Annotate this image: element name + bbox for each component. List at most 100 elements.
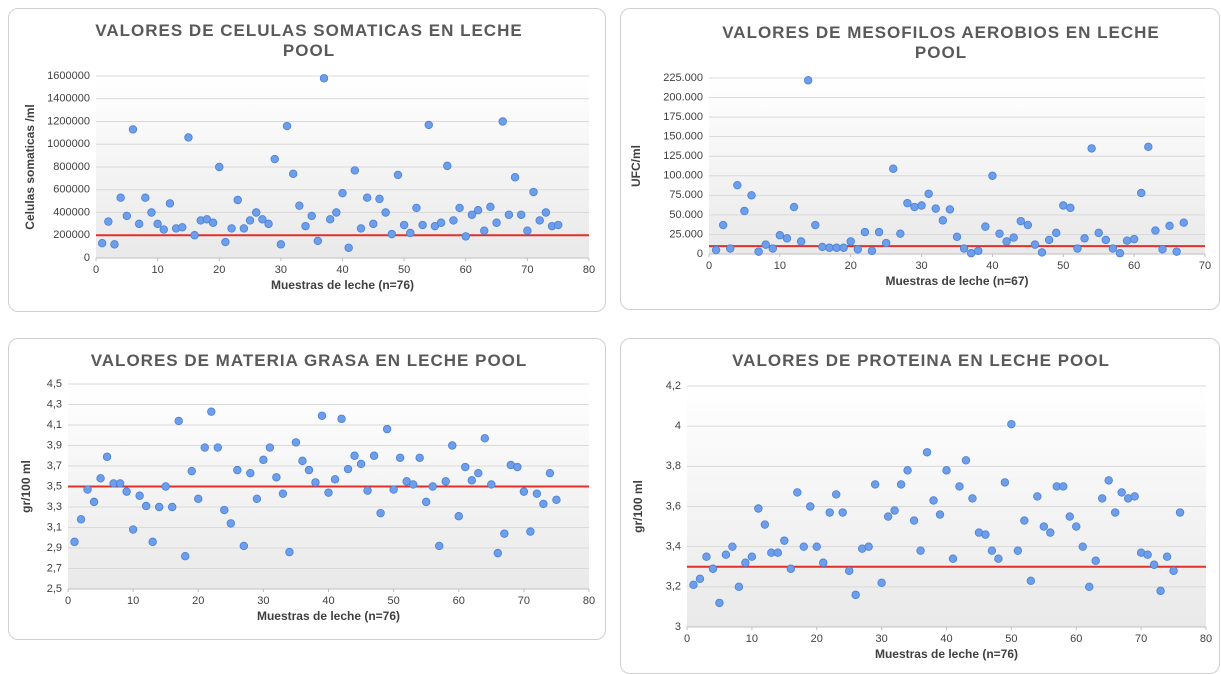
data-point [122, 487, 131, 496]
data-point [89, 497, 99, 507]
data-point [924, 189, 933, 198]
data-point [747, 191, 756, 200]
data-point [265, 443, 275, 452]
x-tick-label: 70 [518, 595, 530, 607]
data-point [148, 537, 157, 547]
data-point [553, 220, 563, 230]
data-point [412, 203, 421, 213]
y-tick-label: 100.000 [663, 170, 703, 182]
data-point [747, 552, 757, 561]
data-point [1143, 550, 1152, 559]
data-point [285, 547, 294, 557]
data-point [1059, 201, 1068, 210]
data-point [695, 574, 705, 583]
data-point [734, 582, 744, 592]
data-point [295, 201, 304, 210]
data-point [726, 244, 735, 253]
data-point [159, 225, 168, 234]
data-point [1137, 188, 1146, 198]
y-tick-label: 1400000 [47, 93, 90, 105]
data-point [532, 489, 542, 498]
data-point [832, 243, 841, 252]
data-point [754, 247, 763, 256]
data-point [363, 486, 372, 495]
data-point [369, 219, 378, 229]
data-point [981, 530, 990, 539]
data-point [860, 227, 870, 237]
x-tick-label: 20 [213, 264, 225, 276]
data-point [1165, 221, 1174, 231]
y-tick-label: 25.000 [669, 228, 703, 240]
data-point [167, 502, 177, 512]
data-point [938, 216, 948, 225]
data-point [789, 202, 799, 212]
data-point [708, 564, 718, 573]
data-point [200, 443, 209, 452]
data-point [916, 546, 925, 555]
data-point [995, 229, 1004, 238]
x-tick-label: 40 [336, 264, 348, 276]
chart: 2,5 2,7 2,9 3,1 3,3 3,5 3,7 3,9 4,1 4,3 4,5 0 10 20 30… [19, 378, 595, 623]
data-point [504, 210, 514, 219]
data-point [799, 542, 808, 551]
data-point [184, 133, 193, 142]
data-point [526, 527, 535, 536]
data-point [523, 226, 532, 235]
data-point [350, 166, 360, 175]
data-point [245, 216, 255, 225]
data-point [441, 477, 450, 486]
x-axis-title: Muestras de leche (n=67) [885, 274, 1028, 288]
data-point [839, 243, 848, 252]
data-point [718, 220, 728, 230]
data-point [344, 243, 353, 252]
data-point [480, 226, 489, 235]
y-tick-label: 0 [84, 252, 90, 264]
data-point [467, 476, 476, 485]
data-point [375, 194, 384, 204]
data-point [539, 499, 548, 509]
data-point [492, 218, 501, 227]
data-point [1110, 508, 1120, 517]
data-point [1144, 142, 1153, 152]
data-point [436, 218, 446, 227]
data-point [1059, 482, 1068, 491]
data-point [974, 246, 983, 256]
data-point [369, 451, 379, 460]
data-point [510, 173, 520, 182]
data-point [1016, 216, 1025, 226]
data-point [1013, 546, 1023, 555]
y-tick-label: 3,6 [666, 500, 681, 512]
data-point [311, 478, 320, 487]
data-point [711, 245, 721, 255]
data-point [395, 453, 405, 462]
chart-title: VALORES DE MATERIA GRASA EN LECHE POOL [90, 351, 528, 370]
data-point [408, 480, 418, 489]
data-point [128, 525, 138, 534]
y-tick-label: 200.000 [663, 91, 703, 103]
data-point [304, 465, 314, 475]
data-point [818, 242, 827, 252]
data-point [864, 542, 873, 551]
data-point [721, 550, 731, 559]
data-point [208, 218, 218, 227]
chart: 0 25.000 50.000 75.000 100.000 125.000 150.000… [629, 72, 1211, 288]
data-point [890, 506, 899, 515]
y-axis-title: gr/100 ml [631, 480, 645, 533]
data-point [393, 170, 403, 180]
y-tick-label: 4,5 [47, 378, 62, 390]
data-point [1046, 528, 1055, 537]
y-tick-label: 600000 [53, 184, 90, 196]
data-point [1072, 522, 1081, 531]
x-tick-label: 80 [583, 595, 595, 607]
chart-panel: 0 25.000 50.000 75.000 100.000 125.000 150.000… [620, 8, 1220, 310]
data-point [1158, 245, 1167, 254]
data-point [1007, 419, 1016, 429]
data-point [498, 117, 507, 126]
data-point [96, 474, 105, 483]
data-point [467, 210, 477, 219]
data-point [1094, 228, 1103, 238]
data-point [317, 411, 327, 420]
x-tick-label: 0 [93, 264, 99, 276]
data-point [844, 566, 854, 575]
data-point [715, 598, 724, 608]
